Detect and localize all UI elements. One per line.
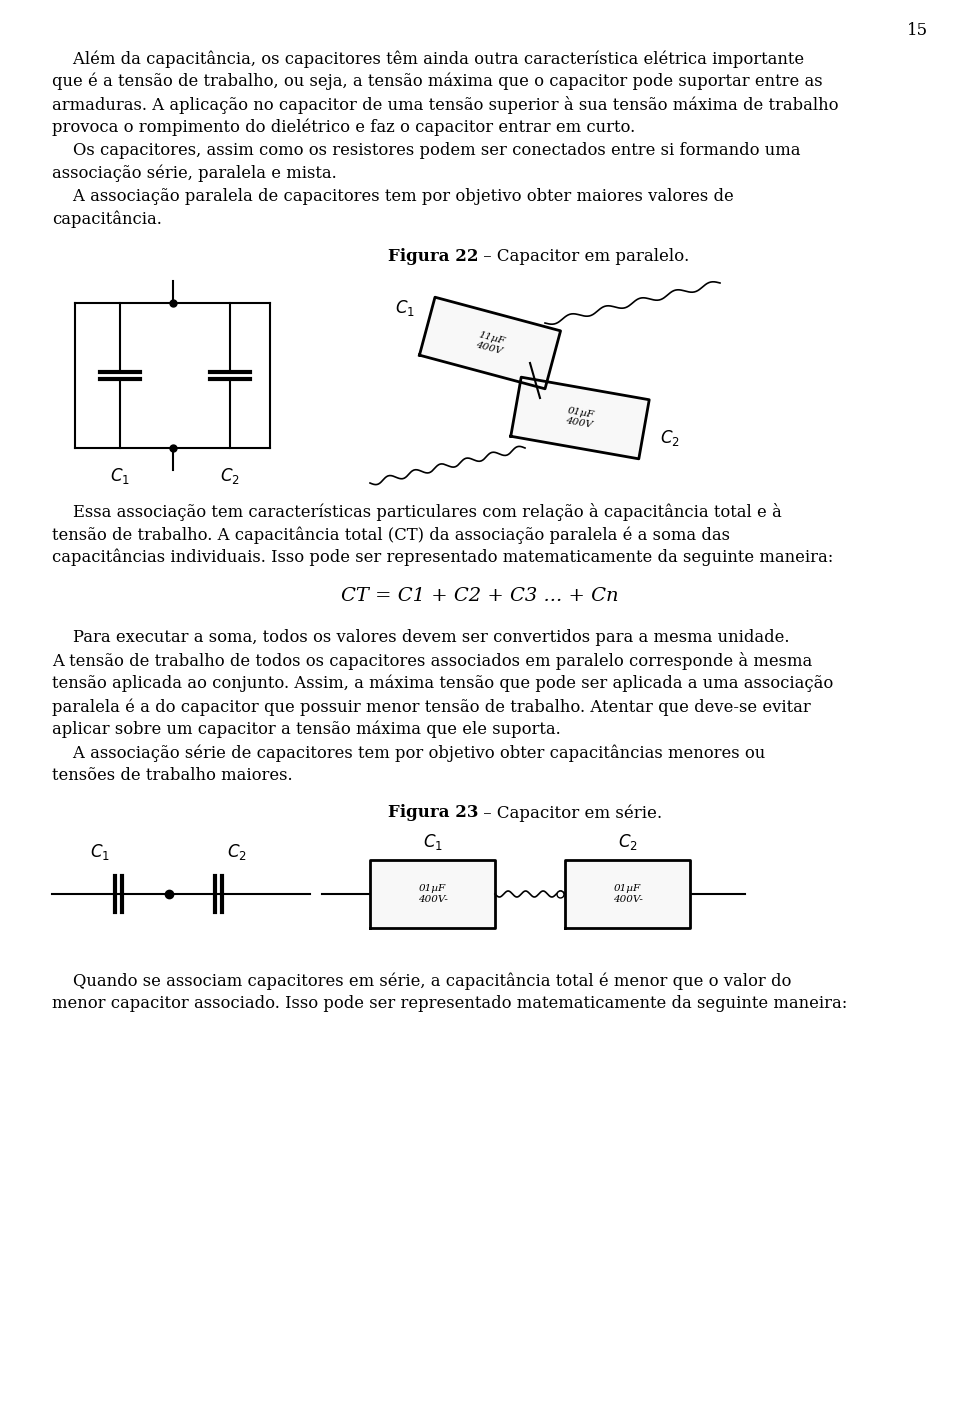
Text: capacitância.: capacitância. <box>52 210 162 229</box>
Text: Para executar a soma, todos os valores devem ser convertidos para a mesma unidad: Para executar a soma, todos os valores d… <box>52 629 789 646</box>
Text: tensão de trabalho. A capacitância total (CT) da associação paralela é a soma da: tensão de trabalho. A capacitância total… <box>52 526 730 543</box>
Text: 15: 15 <box>907 21 928 38</box>
Text: A associação paralela de capacitores tem por objetivo obter maiores valores de: A associação paralela de capacitores tem… <box>52 188 733 205</box>
Text: Figura 23: Figura 23 <box>388 803 478 820</box>
Text: paralela é a do capacitor que possuir menor tensão de trabalho. Atentar que deve: paralela é a do capacitor que possuir me… <box>52 698 811 715</box>
Text: capacitâncias individuais. Isso pode ser representado matematicamente da seguint: capacitâncias individuais. Isso pode ser… <box>52 549 833 566</box>
Text: Os capacitores, assim como os resistores podem ser conectados entre si formando : Os capacitores, assim como os resistores… <box>52 142 801 159</box>
Text: aplicar sobre um capacitor a tensão máxima que ele suporta.: aplicar sobre um capacitor a tensão máxi… <box>52 721 561 738</box>
Text: provoca o rompimento do dielétrico e faz o capacitor entrar em curto.: provoca o rompimento do dielétrico e faz… <box>52 119 636 137</box>
Text: 11µF
400V: 11µF 400V <box>474 330 506 356</box>
Text: CT = C1 + C2 + C3 ... + Cn: CT = C1 + C2 + C3 ... + Cn <box>341 587 619 604</box>
Text: A associação série de capacitores tem por objetivo obter capacitâncias menores o: A associação série de capacitores tem po… <box>52 744 765 762</box>
Polygon shape <box>511 377 649 459</box>
Text: associação série, paralela e mista.: associação série, paralela e mista. <box>52 165 337 182</box>
Polygon shape <box>420 297 561 388</box>
Text: – Capacitor em paralelo.: – Capacitor em paralelo. <box>478 247 689 264</box>
Text: Figura 22: Figura 22 <box>388 247 478 264</box>
Text: tensões de trabalho maiores.: tensões de trabalho maiores. <box>52 766 293 784</box>
Text: Quando se associam capacitores em série, a capacitância total é menor que o valo: Quando se associam capacitores em série,… <box>52 973 791 990</box>
Text: A tensão de trabalho de todos os capacitores associados em paralelo corresponde : A tensão de trabalho de todos os capacit… <box>52 653 812 670</box>
Polygon shape <box>565 860 690 929</box>
Text: $C_1$: $C_1$ <box>90 842 110 862</box>
Text: $C_1$: $C_1$ <box>110 466 130 486</box>
Text: menor capacitor associado. Isso pode ser representado matematicamente da seguint: menor capacitor associado. Isso pode ser… <box>52 995 848 1012</box>
Polygon shape <box>370 860 495 929</box>
Text: $C_1$: $C_1$ <box>395 299 415 319</box>
Text: armaduras. A aplicação no capacitor de uma tensão superior à sua tensão máxima d: armaduras. A aplicação no capacitor de u… <box>52 97 838 114</box>
Text: $C_1$: $C_1$ <box>422 832 443 852</box>
Text: Além da capacitância, os capacitores têm ainda outra característica elétrica imp: Além da capacitância, os capacitores têm… <box>52 50 804 67</box>
Text: Essa associação tem características particulares com relação à capacitância tota: Essa associação tem características part… <box>52 503 781 520</box>
Text: $C_2$: $C_2$ <box>660 428 680 448</box>
Text: – Capacitor em série.: – Capacitor em série. <box>478 803 662 822</box>
Text: $C_2$: $C_2$ <box>617 832 637 852</box>
Text: 01µF
400V: 01µF 400V <box>564 407 595 429</box>
Text: 01µF
400V-: 01µF 400V- <box>418 884 447 904</box>
Text: $C_2$: $C_2$ <box>220 466 240 486</box>
Text: 01µF
400V-: 01µF 400V- <box>612 884 642 904</box>
Text: que é a tensão de trabalho, ou seja, a tensão máxima que o capacitor pode suport: que é a tensão de trabalho, ou seja, a t… <box>52 73 823 91</box>
Text: $C_2$: $C_2$ <box>228 842 247 862</box>
Text: tensão aplicada ao conjunto. Assim, a máxima tensão que pode ser aplicada a uma : tensão aplicada ao conjunto. Assim, a má… <box>52 675 833 693</box>
